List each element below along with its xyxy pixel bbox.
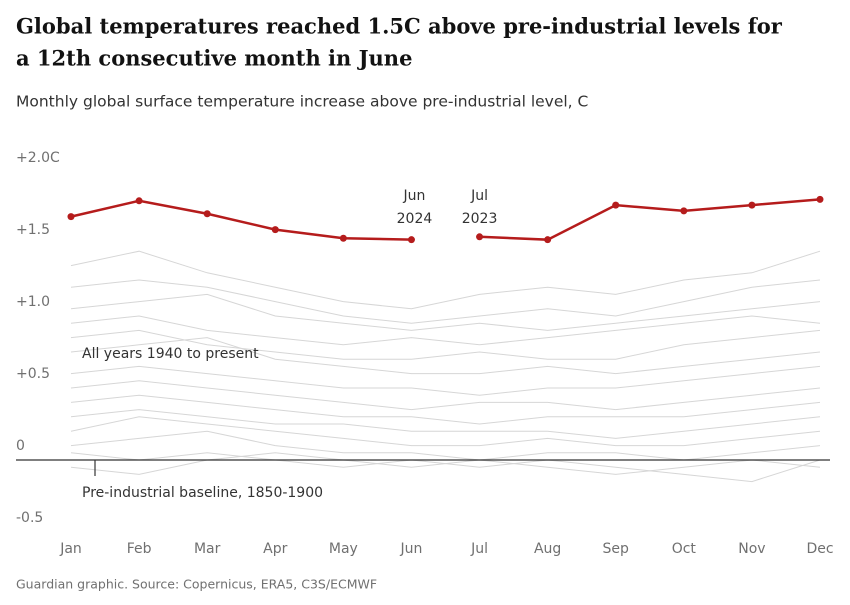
point [339,234,347,242]
y-tick-label: +2.0C [16,150,60,166]
point [271,226,279,234]
series-line [70,337,821,375]
series-line [70,409,821,439]
x-tick-label: Nov [738,541,765,557]
x-tick-label: Apr [263,541,287,557]
chart-title: Global temperatures reached 1.5C above p… [16,14,783,39]
annotation: All years 1940 to present [82,346,259,362]
chart-subtitle: Monthly global surface temperature incre… [16,93,588,111]
y-tick-label: +0.5 [16,366,50,382]
series-line [70,380,821,411]
annotation: 2024 [397,211,433,227]
annotation: Jul [470,188,488,204]
chart-title: a 12th consecutive month in June [16,46,412,71]
point [135,197,143,205]
series-line [70,199,412,241]
series-line [70,416,821,447]
point [612,201,620,209]
x-tick-label: Jun [400,541,423,557]
annotation: Pre-industrial baseline, 1850-1900 [82,485,323,501]
x-tick-label: Feb [127,541,152,557]
series-line [70,452,821,475]
annotation: 2023 [462,211,498,227]
source: Guardian graphic. Source: Copernicus, ER… [16,577,377,592]
annotation: Jun [403,188,426,204]
point [476,233,484,241]
point [203,210,211,218]
series-line [70,293,821,331]
x-tick-label: May [329,541,358,557]
series-line [70,279,821,324]
point [816,195,824,203]
series-line [70,315,821,346]
series-line [70,250,821,310]
x-tick-label: Mar [194,541,221,557]
y-tick-label: +1.5 [16,222,50,238]
y-tick-label: +1.0 [16,294,50,310]
x-tick-label: Oct [672,541,697,557]
series-line [479,198,821,241]
x-tick-label: Jul [470,541,488,557]
x-tick-label: Dec [806,541,833,557]
point [407,236,415,244]
x-tick-label: Jan [59,541,82,557]
x-tick-label: Aug [534,541,561,557]
series-line [70,430,821,461]
point [680,207,688,215]
point [544,236,552,244]
x-tick-label: Sep [603,541,630,557]
point [67,213,75,221]
y-tick-label: 0 [16,438,25,454]
y-tick-label: -0.5 [16,510,43,526]
point [748,201,756,209]
series-line [70,365,821,396]
series-line [70,329,821,360]
series-line [70,394,821,425]
